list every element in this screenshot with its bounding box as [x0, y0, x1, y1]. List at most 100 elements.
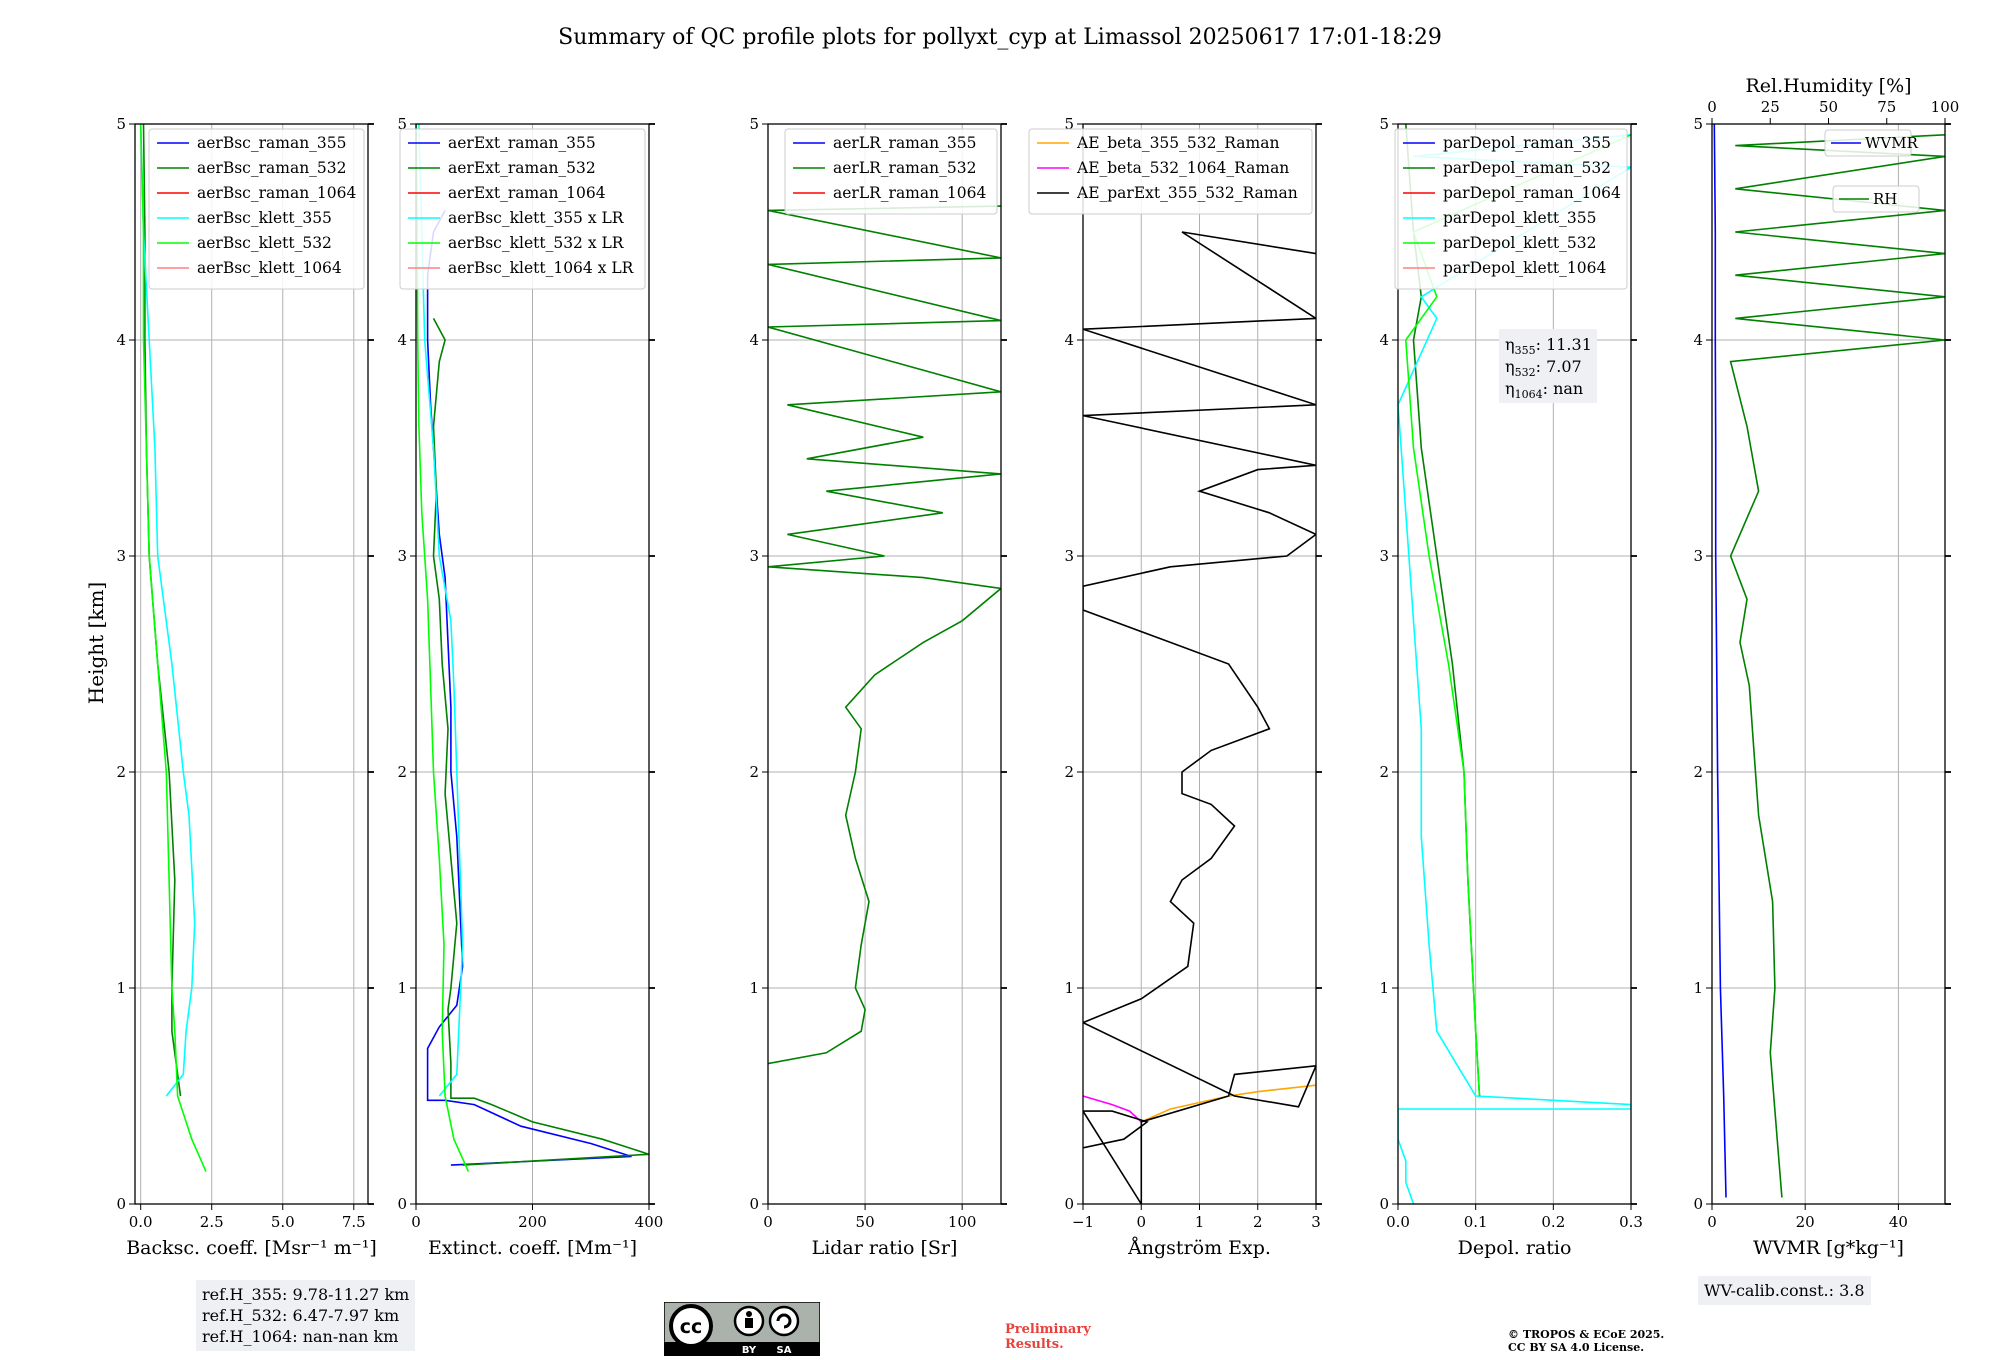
legend-label: RH	[1873, 190, 1897, 208]
y-tick-label: 2	[1693, 763, 1703, 781]
x2-axis-label: Rel.Humidity [%]	[1745, 75, 1911, 97]
y-tick-label: 2	[749, 763, 759, 781]
cc-by-sa-license-badge: cc BY SA	[664, 1302, 820, 1356]
y-tick-label: 3	[1064, 547, 1074, 565]
legend-label: aerBsc_raman_355	[197, 134, 347, 152]
legend-box	[784, 128, 998, 215]
legend-label: parDepol_klett_1064	[1443, 259, 1606, 277]
y-tick-label: 4	[1379, 331, 1389, 349]
legend-label: aerBsc_raman_1064	[197, 184, 357, 202]
series-group-3	[1083, 231, 1316, 1204]
ref-h-355: ref.H_355: 9.78-11.27 km	[202, 1285, 410, 1304]
axes-frame	[767, 123, 1002, 1205]
x-axis-label: Backsc. coeff. [Msr⁻¹ m⁻¹]	[126, 1237, 377, 1259]
legend-label: AE_beta_532_1064_Raman	[1076, 159, 1289, 177]
y-tick-label: 4	[1693, 331, 1703, 349]
y-tick-label: 1	[397, 979, 407, 997]
x-tick-label: 0	[411, 1213, 421, 1231]
axes-frame	[1397, 123, 1632, 1205]
y-tick-label: 0	[1379, 1195, 1389, 1213]
x-tick-label: 40	[1889, 1213, 1908, 1231]
eta-line: η1064: nan	[1505, 379, 1583, 401]
x-axis-label: Depol. ratio	[1458, 1237, 1572, 1259]
series-line-aerBsc_klett_532	[139, 124, 207, 1172]
x-axis-label: Lidar ratio [Sr]	[812, 1237, 958, 1259]
y-tick-label: 5	[749, 115, 759, 133]
panel-1: 0 200 400 0 1 2 3 4 5 Extinct. coeff. [Mm⁻¹] aerEx…	[397, 115, 663, 1259]
legend-label: aerExt_raman_1064	[448, 184, 606, 202]
x-tick-label: 2	[1253, 1213, 1263, 1231]
x-tick-label: −1	[1072, 1213, 1094, 1231]
copyright-note: © TROPOS & ECoE 2025. CC BY SA 4.0 Licens…	[1508, 1328, 1664, 1354]
y-tick-label: 3	[1379, 547, 1389, 565]
x-tick-label: 0.1	[1464, 1213, 1488, 1231]
eta-symbol: η	[1505, 357, 1515, 376]
x2-tick-label: 75	[1877, 98, 1896, 116]
legend-label: aerBsc_klett_1064 x LR	[448, 259, 635, 277]
x-tick-label: 400	[635, 1213, 664, 1231]
legend-label: aerExt_raman_355	[448, 134, 596, 152]
x-tick-label: 7.5	[342, 1213, 366, 1231]
eta-subscript: 355	[1515, 344, 1536, 357]
x-tick-label: 0.0	[129, 1213, 153, 1231]
y-tick-label: 0	[749, 1195, 759, 1213]
y-tick-label: 3	[397, 547, 407, 565]
y-tick-label: 3	[1693, 547, 1703, 565]
axes-frame	[134, 123, 369, 1205]
by-person-head	[746, 1311, 752, 1317]
y-tick-label: 4	[116, 331, 126, 349]
x-tick-label: 50	[856, 1213, 875, 1231]
cc-icon	[669, 1304, 713, 1348]
ref-h-1064: ref.H_1064: nan-nan km	[202, 1327, 399, 1346]
legend-label: parDepol_raman_532	[1443, 159, 1611, 177]
eta-line: η532: 7.07	[1505, 357, 1582, 379]
y-tick-label: 5	[1693, 115, 1703, 133]
y-tick-label: 1	[116, 979, 126, 997]
y-tick-label: 1	[1379, 979, 1389, 997]
legend-label: parDepol_raman_1064	[1443, 184, 1621, 202]
panel-4: 0.0 0.1 0.2 0.3 0 1 2 3 4 5 Depol. ratio parDepol_r…	[1379, 115, 1642, 1259]
y-tick-label: 3	[749, 547, 759, 565]
legend-box	[1394, 128, 1628, 290]
ref-h-532: ref.H_532: 6.47-7.97 km	[202, 1306, 400, 1325]
legend-box	[399, 128, 646, 290]
legend-label: aerBsc_klett_1064	[197, 259, 342, 277]
badge-strip	[664, 1342, 820, 1356]
legend-label: AE_beta_355_532_Raman	[1076, 134, 1279, 152]
y-tick-label: 0	[1693, 1195, 1703, 1213]
series-line-AE_beta_355_532_Raman	[1140, 1084, 1316, 1123]
series-group-1	[416, 124, 649, 1172]
series-group-5	[1713, 124, 1945, 1198]
preliminary-line-1: Preliminary	[1005, 1322, 1091, 1337]
series-group-0	[139, 124, 207, 1172]
legend-label: aerBsc_klett_355	[197, 209, 332, 227]
series-line-AE_beta_532_1064_Raman	[1083, 1095, 1142, 1123]
legend: aerBsc_raman_355 aerBsc_raman_532 aerBsc_r…	[148, 128, 365, 290]
series-line-aerBsc_klett_532 x LR	[416, 124, 470, 1172]
legend-label: parDepol_raman_355	[1443, 134, 1611, 152]
copyright-line-1: © TROPOS & ECoE 2025.	[1508, 1328, 1665, 1341]
x-tick-label: 2.5	[200, 1213, 224, 1231]
preliminary-note: Preliminary Results.	[1005, 1322, 1091, 1352]
x-tick-label: 0.0	[1386, 1213, 1410, 1231]
x2-tick-label: 0	[1707, 98, 1717, 116]
legend-box	[148, 128, 365, 290]
y-tick-label: 5	[116, 115, 126, 133]
y-tick-label: 2	[1379, 763, 1389, 781]
reference-height-box: ref.H_355: 9.78-11.27 km ref.H_532: 6.47-…	[196, 1280, 416, 1351]
eta-annotation-box	[1499, 329, 1597, 403]
eta-symbol: η	[1505, 335, 1515, 354]
sa-arrow	[776, 1313, 792, 1329]
series-line-parDepol_klett_355	[1398, 134, 1631, 1204]
eta-subscript: 1064	[1515, 388, 1543, 401]
eta-value: : nan	[1543, 379, 1584, 398]
y-tick-label: 5	[1379, 115, 1389, 133]
legend: AE_beta_355_532_Raman AE_beta_532_1064_Ra…	[1028, 128, 1313, 215]
legend-label: parDepol_klett_355	[1443, 209, 1596, 227]
legend-label: aerBsc_klett_355 x LR	[448, 209, 625, 227]
copyright-line-2: CC BY SA 4.0 License.	[1508, 1341, 1645, 1354]
x-tick-label: 3	[1311, 1213, 1321, 1231]
